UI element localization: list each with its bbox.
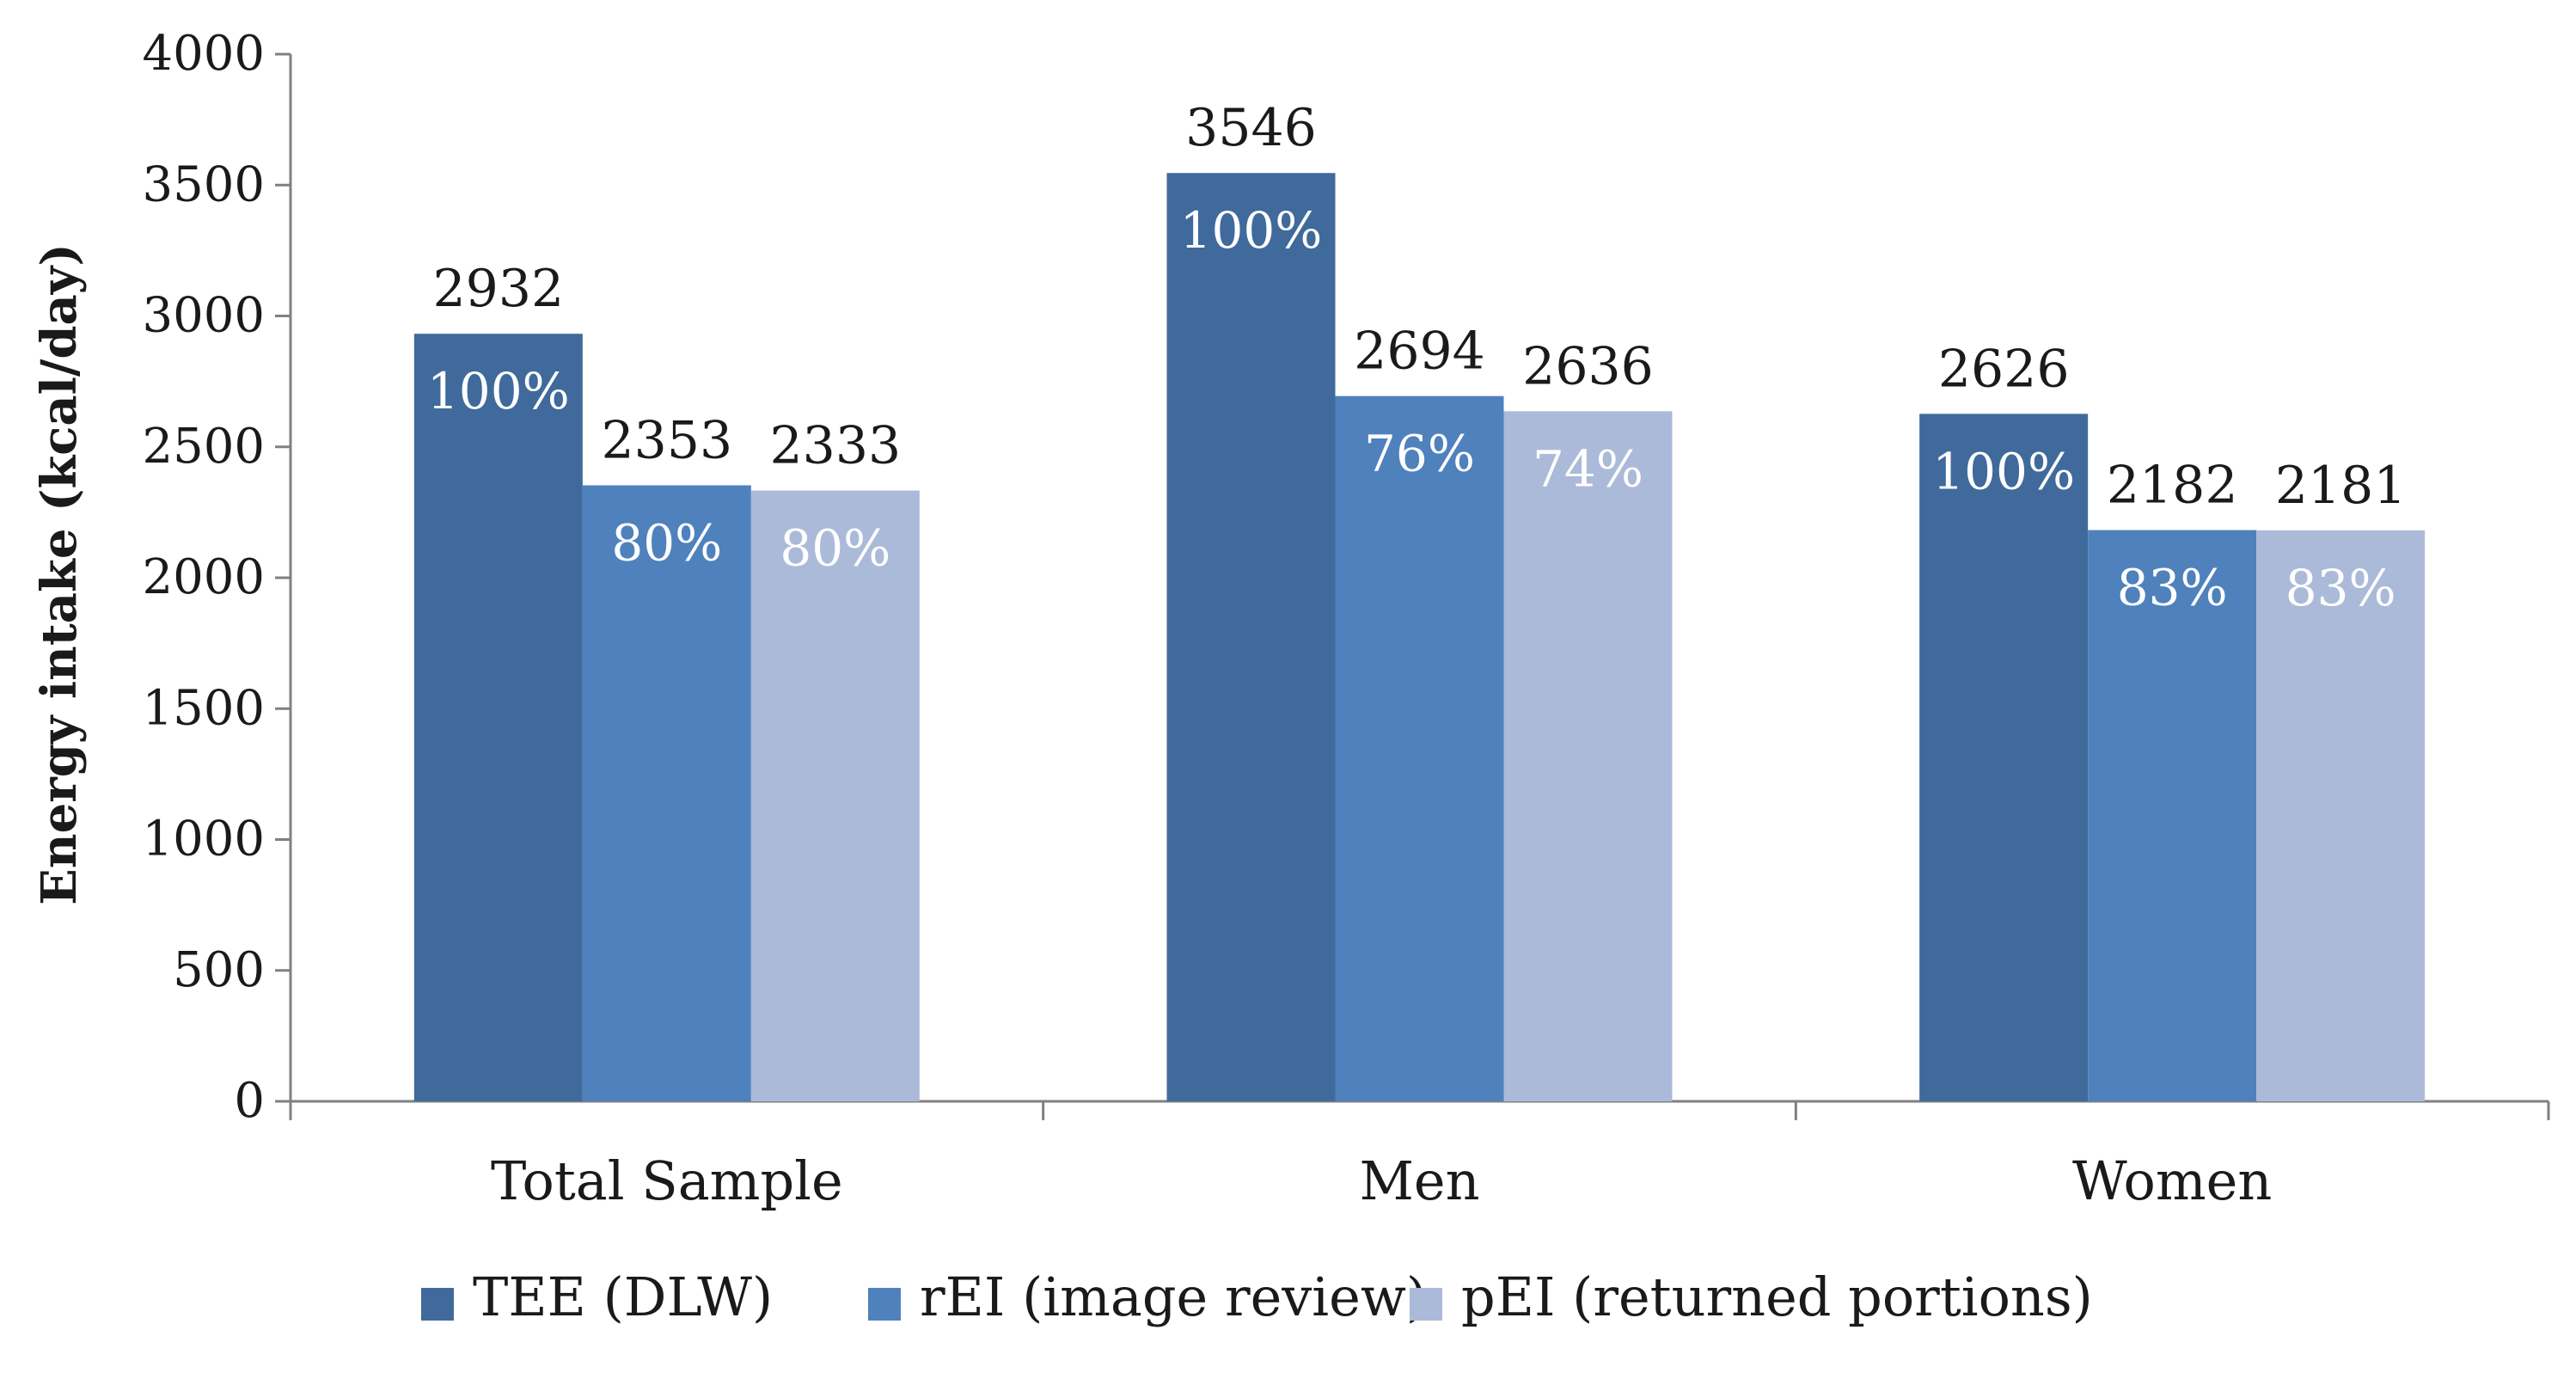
legend-label: rEI (image review) [920, 1266, 1427, 1328]
percent-label: 83% [2117, 559, 2228, 617]
category-label: Total Sample [491, 1149, 843, 1212]
y-tick-label: 3500 [142, 156, 265, 212]
value-label: 2694 [1354, 322, 1485, 382]
value-label: 2182 [2107, 456, 2238, 516]
y-tick-label: 4000 [142, 26, 265, 82]
value-label: 2333 [769, 416, 901, 476]
bar [582, 485, 751, 1101]
legend-swatch [421, 1288, 454, 1321]
y-tick-label: 1500 [142, 680, 265, 736]
bar [1919, 414, 2089, 1101]
value-label: 3546 [1185, 98, 1317, 158]
percent-label: 100% [427, 362, 570, 420]
legend-label: pEI (returned portions) [1461, 1266, 2093, 1328]
data-labels: 2932 100% 2353 80% 2333 80% 3546 100% 2694 76% 263… [427, 98, 2407, 617]
value-label: 2932 [432, 259, 564, 319]
value-label: 2353 [601, 411, 732, 471]
y-tick-label: 3000 [142, 288, 265, 344]
bar [750, 490, 920, 1101]
percent-label: 100% [1932, 442, 2075, 500]
legend-swatch [1410, 1288, 1442, 1321]
bar [2088, 530, 2257, 1101]
y-axis-title: Energy intake (kcal/day) [31, 243, 88, 905]
legend: TEE (DLW) rEI (image review) pEI (returned… [421, 1266, 2093, 1328]
bar [1335, 395, 1504, 1101]
value-label: 2636 [1522, 336, 1654, 396]
bars [413, 173, 2426, 1101]
percent-label: 74% [1533, 439, 1643, 498]
bar [1166, 173, 1336, 1101]
y-tick-label: 500 [173, 942, 265, 998]
percent-label: 80% [611, 514, 722, 573]
bar [1503, 411, 1673, 1101]
y-tick-label: 1000 [142, 812, 265, 867]
category-label: Women [2072, 1149, 2272, 1212]
y-tick-label: 2000 [142, 549, 265, 605]
percent-label: 76% [1364, 425, 1475, 483]
legend-swatch [868, 1288, 901, 1321]
value-label: 2626 [1938, 339, 2070, 399]
legend-label: TEE (DLW) [473, 1266, 773, 1328]
bar [413, 334, 583, 1101]
percent-label: 100% [1180, 201, 1323, 260]
bar [2256, 530, 2426, 1101]
percent-label: 83% [2285, 559, 2396, 617]
percent-label: 80% [780, 519, 890, 578]
y-tick-label: 2500 [142, 419, 265, 475]
y-tick-label: 0 [234, 1073, 265, 1129]
value-label: 2181 [2275, 456, 2407, 516]
category-label: Men [1359, 1149, 1479, 1212]
